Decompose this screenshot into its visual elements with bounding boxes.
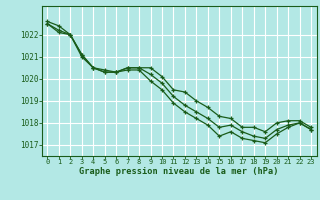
X-axis label: Graphe pression niveau de la mer (hPa): Graphe pression niveau de la mer (hPa): [79, 167, 279, 176]
